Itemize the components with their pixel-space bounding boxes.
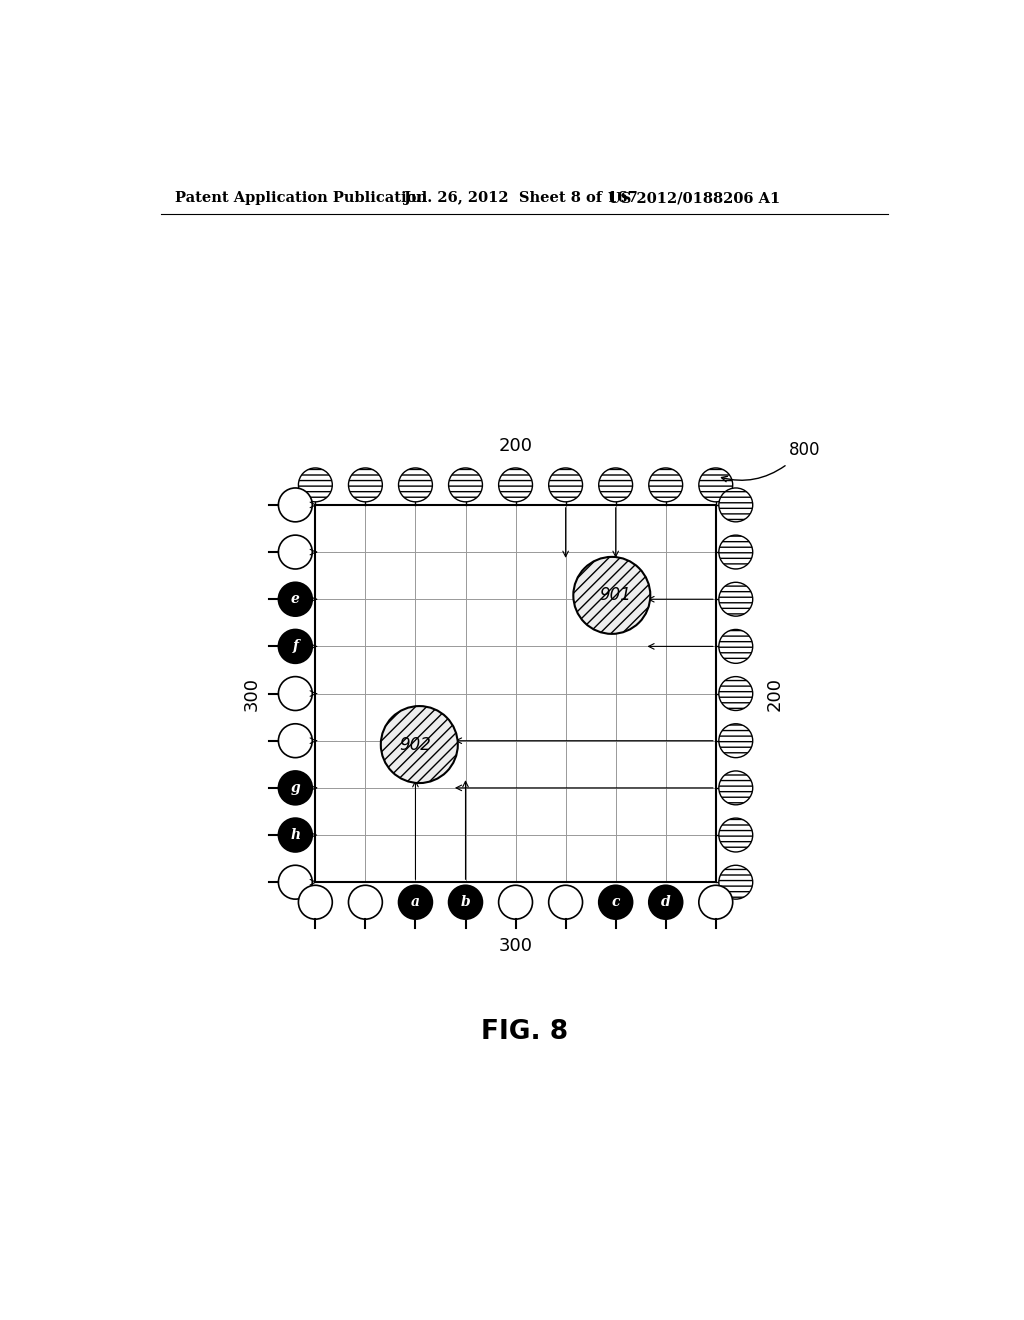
Circle shape xyxy=(719,866,753,899)
Text: 800: 800 xyxy=(788,441,820,459)
Circle shape xyxy=(279,818,312,851)
Circle shape xyxy=(348,469,382,502)
Circle shape xyxy=(279,582,312,616)
Circle shape xyxy=(719,771,753,805)
Circle shape xyxy=(279,630,312,664)
Circle shape xyxy=(719,488,753,521)
Circle shape xyxy=(398,469,432,502)
Text: a: a xyxy=(411,895,420,909)
Text: b: b xyxy=(461,895,470,909)
Circle shape xyxy=(719,630,753,664)
Circle shape xyxy=(279,535,312,569)
Text: 901: 901 xyxy=(600,586,632,605)
Circle shape xyxy=(549,886,583,919)
Circle shape xyxy=(719,818,753,851)
Text: h: h xyxy=(290,828,300,842)
Circle shape xyxy=(599,469,633,502)
Circle shape xyxy=(649,886,683,919)
Circle shape xyxy=(279,866,312,899)
Circle shape xyxy=(449,469,482,502)
Circle shape xyxy=(649,469,683,502)
Circle shape xyxy=(719,582,753,616)
Circle shape xyxy=(348,886,382,919)
Circle shape xyxy=(381,706,458,783)
Circle shape xyxy=(499,886,532,919)
Circle shape xyxy=(698,469,733,502)
Text: Patent Application Publication: Patent Application Publication xyxy=(175,191,427,206)
Circle shape xyxy=(549,469,583,502)
Text: 200: 200 xyxy=(499,437,532,455)
Bar xyxy=(315,506,716,882)
Circle shape xyxy=(298,886,333,919)
Text: 300: 300 xyxy=(499,937,532,956)
Circle shape xyxy=(449,886,482,919)
Circle shape xyxy=(298,469,333,502)
Circle shape xyxy=(698,886,733,919)
Text: Jul. 26, 2012  Sheet 8 of 167: Jul. 26, 2012 Sheet 8 of 167 xyxy=(403,191,638,206)
Text: g: g xyxy=(291,781,300,795)
Circle shape xyxy=(573,557,650,634)
Circle shape xyxy=(279,723,312,758)
Text: c: c xyxy=(611,895,620,909)
Circle shape xyxy=(599,886,633,919)
Circle shape xyxy=(499,469,532,502)
Text: 902: 902 xyxy=(399,735,431,754)
Circle shape xyxy=(719,535,753,569)
Text: f: f xyxy=(292,639,298,653)
Circle shape xyxy=(279,771,312,805)
Circle shape xyxy=(279,677,312,710)
FancyArrowPatch shape xyxy=(722,466,785,482)
Circle shape xyxy=(719,677,753,710)
Text: e: e xyxy=(291,593,300,606)
Text: US 2012/0188206 A1: US 2012/0188206 A1 xyxy=(608,191,780,206)
Text: 200: 200 xyxy=(765,677,783,710)
Text: 300: 300 xyxy=(243,677,260,710)
Circle shape xyxy=(719,723,753,758)
Text: d: d xyxy=(660,895,671,909)
Text: FIG. 8: FIG. 8 xyxy=(481,1019,568,1045)
Circle shape xyxy=(279,488,312,521)
Circle shape xyxy=(398,886,432,919)
